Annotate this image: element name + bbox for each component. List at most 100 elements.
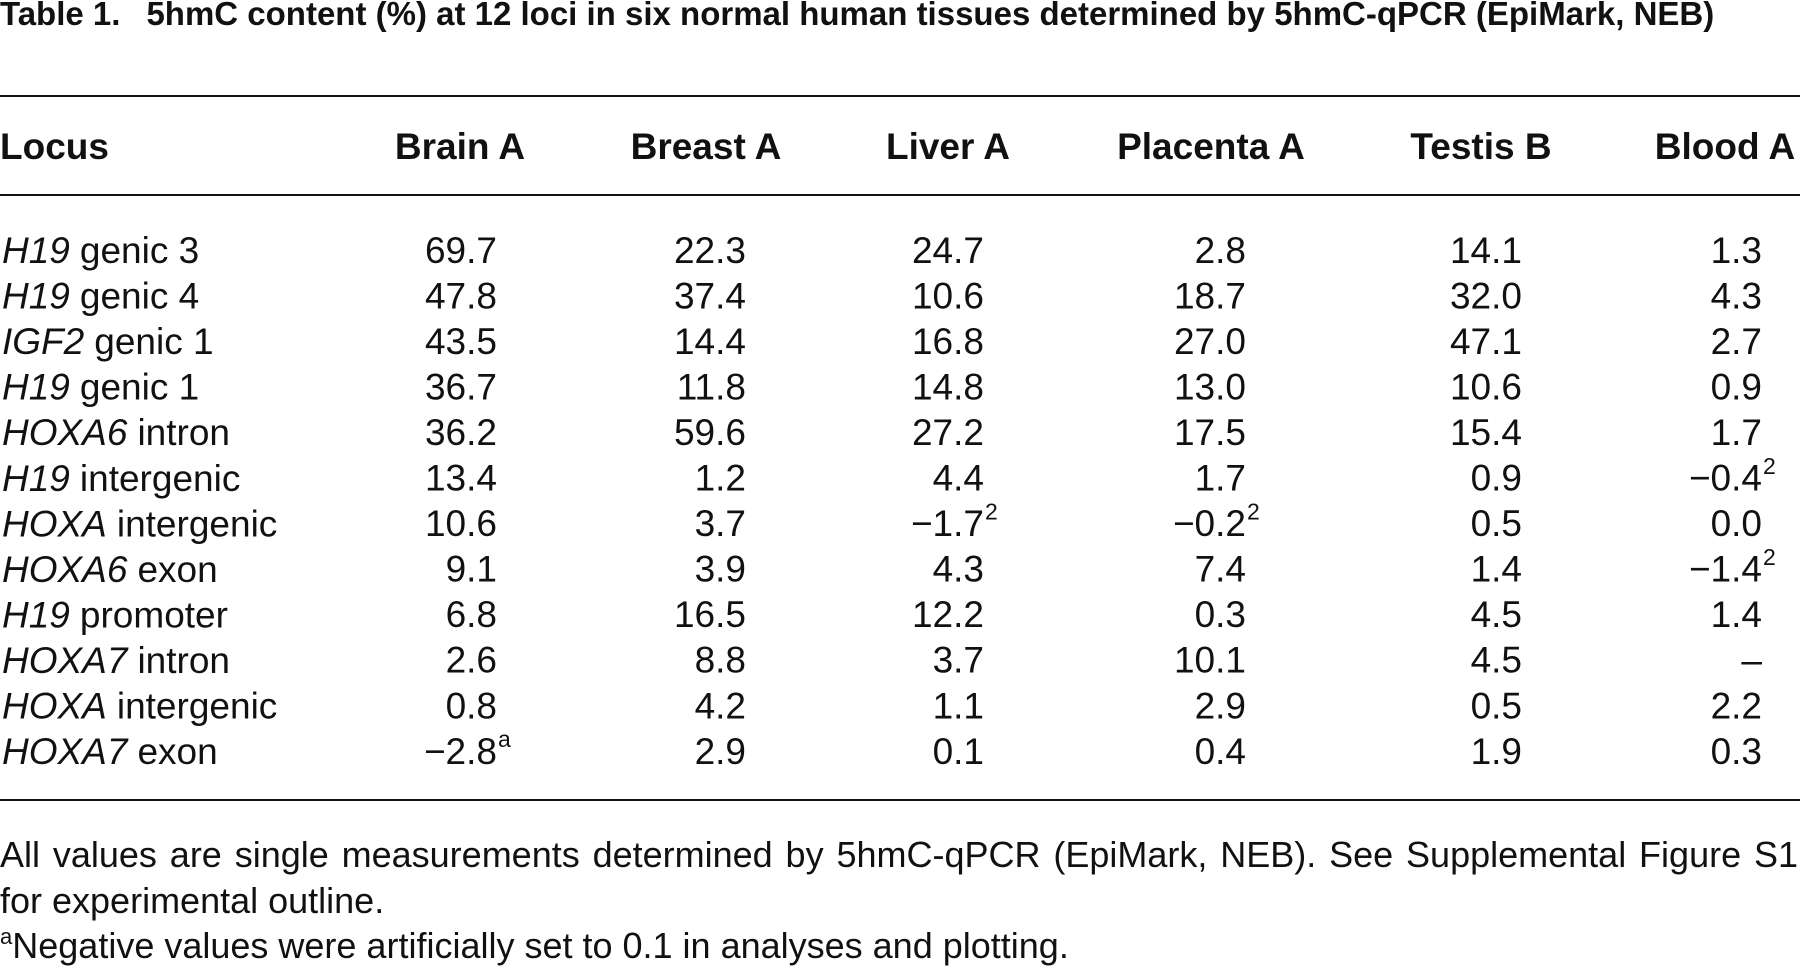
cell-superscript: 2 bbox=[1763, 453, 1776, 479]
cell: 1.9 bbox=[1471, 731, 1522, 772]
column-header: Locus bbox=[0, 126, 109, 167]
column-header: Brain A bbox=[395, 126, 525, 167]
cell: 36.7 bbox=[425, 366, 497, 407]
locus-name: genic 4 bbox=[80, 275, 199, 316]
row-label: HOXA intergenic bbox=[2, 503, 277, 544]
cell: −0.4 bbox=[1689, 458, 1762, 499]
cell: 0.5 bbox=[1471, 503, 1522, 544]
gene-name: HOXA7 bbox=[2, 731, 129, 772]
cell: 69.7 bbox=[425, 230, 497, 271]
cell: 10.6 bbox=[912, 275, 984, 316]
locus-name: genic 3 bbox=[80, 230, 199, 271]
cell: −2.8 bbox=[424, 731, 497, 772]
table-caption: 5hmC content (%) at 12 loci in six norma… bbox=[146, 0, 1715, 32]
cell: 27.0 bbox=[1174, 321, 1246, 362]
cell: 14.8 bbox=[912, 366, 984, 407]
cell: 10.6 bbox=[1450, 366, 1522, 407]
cell-superscript: a bbox=[498, 726, 511, 752]
cell: 0.8 bbox=[446, 685, 497, 726]
gene-name: HOXA bbox=[2, 685, 107, 726]
row-label: H19 genic 1 bbox=[2, 366, 199, 407]
gene-name: H19 bbox=[2, 230, 70, 271]
cell: 4.3 bbox=[1711, 275, 1762, 316]
cell: 0.3 bbox=[1711, 731, 1762, 772]
row-label: HOXA intergenic bbox=[2, 685, 277, 726]
cell: 1.4 bbox=[1471, 549, 1522, 590]
cell: 8.8 bbox=[695, 640, 746, 681]
row-label: HOXA7 intron bbox=[2, 640, 230, 681]
row-label: HOXA7 exon bbox=[2, 731, 218, 772]
cell: 37.4 bbox=[674, 275, 746, 316]
cell: 13.0 bbox=[1174, 366, 1246, 407]
cell: 10.1 bbox=[1174, 640, 1246, 681]
cell: 16.5 bbox=[674, 594, 746, 635]
gene-name: IGF2 bbox=[2, 321, 85, 362]
cell: 4.5 bbox=[1471, 640, 1522, 681]
cell: 9.1 bbox=[446, 549, 497, 590]
table-label: Table 1. bbox=[0, 0, 121, 32]
cell-superscript: 2 bbox=[1247, 498, 1260, 524]
cell: 1.2 bbox=[695, 458, 746, 499]
locus-name: genic 1 bbox=[94, 321, 213, 362]
row-label: H19 intergenic bbox=[2, 458, 240, 499]
column-header: Liver A bbox=[886, 126, 1010, 167]
locus-name: intergenic bbox=[117, 685, 277, 726]
table-title: Table 1. 5hmC content (%) at 12 loci in s… bbox=[0, 0, 1800, 37]
gene-name: H19 bbox=[2, 458, 70, 499]
locus-name: intron bbox=[137, 640, 230, 681]
cell: 7.4 bbox=[1195, 549, 1246, 590]
gene-name: HOXA6 bbox=[2, 549, 128, 590]
cell: −0.2 bbox=[1173, 503, 1246, 544]
gene-name: HOXA7 bbox=[2, 640, 129, 681]
row-label: IGF2 genic 1 bbox=[2, 321, 214, 362]
footnote-text: Negative values were artificially set to… bbox=[12, 925, 1069, 966]
cell: 36.2 bbox=[425, 412, 497, 453]
cell: 1.7 bbox=[1195, 458, 1246, 499]
cell: 11.8 bbox=[677, 366, 746, 407]
cell: 2.8 bbox=[1195, 230, 1246, 271]
column-header: Placenta A bbox=[1117, 126, 1305, 167]
column-header: Blood A bbox=[1655, 126, 1795, 167]
cell: 1.1 bbox=[933, 685, 984, 726]
cell: 24.7 bbox=[912, 230, 984, 271]
cell: 0.9 bbox=[1711, 366, 1762, 407]
cell: 15.4 bbox=[1450, 412, 1522, 453]
cell: 4.3 bbox=[933, 549, 984, 590]
cell: 6.8 bbox=[446, 594, 497, 635]
footnote: aNegative values were artificially set t… bbox=[0, 923, 1069, 969]
column-header: Breast A bbox=[631, 126, 782, 167]
locus-name: genic 1 bbox=[80, 366, 199, 407]
cell: 22.3 bbox=[674, 230, 746, 271]
cell: 0.5 bbox=[1471, 685, 1522, 726]
cell: 1.7 bbox=[1711, 412, 1762, 453]
cell: 0.4 bbox=[1195, 731, 1246, 772]
cell: 0.9 bbox=[1471, 458, 1522, 499]
cell: 4.2 bbox=[695, 685, 746, 726]
cell: 47.8 bbox=[425, 275, 497, 316]
cell: 17.5 bbox=[1174, 412, 1246, 453]
cell-superscript: 2 bbox=[985, 498, 998, 524]
row-label: H19 genic 3 bbox=[2, 230, 199, 271]
cell: 27.2 bbox=[912, 412, 984, 453]
cell: 2.6 bbox=[446, 640, 497, 681]
cell: 12.2 bbox=[912, 594, 984, 635]
cell: −1.7 bbox=[911, 503, 984, 544]
cell: 43.5 bbox=[425, 321, 497, 362]
table-note: All values are single measurements deter… bbox=[0, 834, 1798, 921]
cell: 1.4 bbox=[1711, 594, 1762, 635]
cell: 3.7 bbox=[695, 503, 746, 544]
cell: 13.4 bbox=[425, 458, 497, 499]
cell: 14.4 bbox=[674, 321, 746, 362]
gene-name: HOXA bbox=[2, 503, 107, 544]
cell: 2.9 bbox=[695, 731, 746, 772]
cell-superscript: 2 bbox=[1763, 544, 1776, 570]
locus-name: exon bbox=[137, 549, 217, 590]
column-header: Testis B bbox=[1410, 126, 1551, 167]
cell: 2.9 bbox=[1195, 685, 1246, 726]
cell: – bbox=[1741, 640, 1762, 681]
cell: 3.7 bbox=[933, 640, 984, 681]
locus-name: intergenic bbox=[117, 503, 277, 544]
cell: 2.2 bbox=[1711, 685, 1762, 726]
